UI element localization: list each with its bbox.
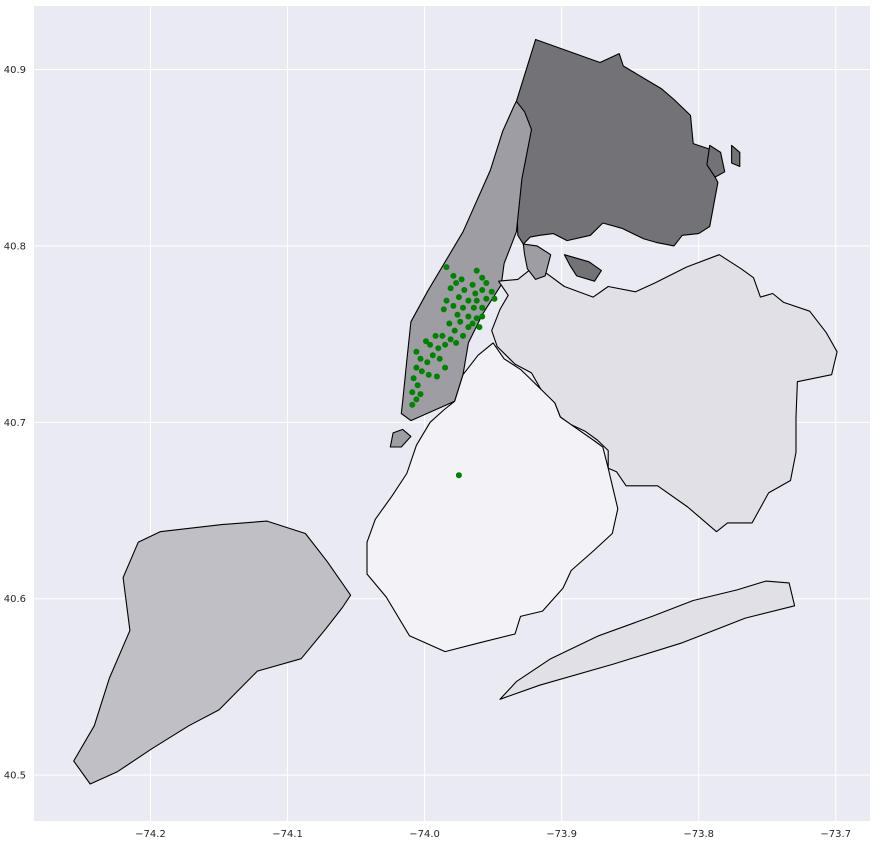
data-point bbox=[479, 274, 486, 281]
y-tick-label: 40.8 bbox=[4, 241, 26, 252]
y-tick-label: 40.5 bbox=[4, 771, 26, 782]
data-point bbox=[443, 264, 450, 271]
data-point bbox=[414, 382, 421, 389]
data-point bbox=[453, 339, 460, 346]
data-point bbox=[473, 315, 480, 322]
data-point bbox=[479, 287, 486, 293]
data-point bbox=[418, 368, 425, 375]
data-point bbox=[488, 288, 495, 295]
data-point bbox=[472, 290, 479, 297]
brooklyn-polygon bbox=[366, 342, 619, 653]
data-point bbox=[476, 324, 483, 331]
bronx-polygon bbox=[515, 38, 720, 247]
data-point bbox=[413, 348, 420, 355]
data-point bbox=[483, 280, 490, 286]
data-point bbox=[443, 297, 450, 304]
data-point bbox=[417, 391, 424, 398]
data-point bbox=[442, 364, 449, 371]
data-point bbox=[435, 345, 442, 352]
data-point bbox=[465, 313, 472, 320]
data-point bbox=[427, 341, 434, 348]
x-tick-label: −73.9 bbox=[546, 829, 577, 840]
data-point bbox=[413, 396, 420, 403]
data-point bbox=[454, 311, 461, 318]
data-point bbox=[455, 472, 462, 479]
data-point bbox=[457, 318, 464, 325]
data-point bbox=[491, 295, 498, 302]
data-point bbox=[469, 281, 476, 288]
data-point bbox=[460, 304, 466, 311]
data-point bbox=[446, 320, 453, 327]
data-point bbox=[453, 280, 460, 286]
data-point bbox=[447, 285, 454, 292]
axis-tick-labels: −74.2 −74.1 −74.0 −73.9 −73.8 −73.7 40.5 40.6 40… bbox=[4, 65, 851, 840]
randalls-island-polygon bbox=[522, 243, 552, 280]
data-point bbox=[473, 297, 480, 304]
data-point bbox=[479, 304, 486, 311]
data-point bbox=[451, 327, 458, 334]
data-point bbox=[425, 371, 432, 378]
governors-island-polygon bbox=[389, 428, 412, 448]
y-tick-label: 40.7 bbox=[4, 418, 26, 429]
y-tick-label: 40.9 bbox=[4, 65, 26, 76]
city-island-polygon bbox=[706, 144, 726, 178]
data-point bbox=[460, 332, 466, 339]
data-point bbox=[458, 276, 465, 283]
staten-island-polygon bbox=[73, 520, 352, 785]
hart-island-polygon bbox=[731, 144, 741, 168]
data-point bbox=[409, 389, 416, 396]
data-point bbox=[413, 364, 420, 371]
data-point bbox=[465, 297, 472, 304]
data-point bbox=[436, 355, 443, 362]
data-point bbox=[473, 267, 480, 274]
data-point bbox=[440, 306, 447, 313]
data-point bbox=[417, 355, 424, 362]
data-point bbox=[483, 295, 490, 302]
y-tick-label: 40.6 bbox=[4, 594, 26, 605]
x-tick-label: −74.0 bbox=[409, 829, 440, 840]
x-tick-label: −73.7 bbox=[820, 829, 851, 840]
data-point bbox=[479, 313, 486, 320]
data-points bbox=[409, 264, 498, 479]
data-point bbox=[461, 287, 468, 293]
rockaway-polygon bbox=[499, 580, 796, 700]
data-point bbox=[465, 324, 472, 331]
data-point bbox=[447, 336, 454, 343]
borough-polygons bbox=[73, 38, 838, 785]
rikers-island-polygon bbox=[563, 254, 602, 282]
data-point bbox=[450, 272, 457, 279]
data-point bbox=[450, 302, 457, 309]
data-point bbox=[432, 332, 439, 339]
data-point bbox=[424, 359, 431, 366]
data-point bbox=[423, 338, 429, 345]
data-point bbox=[433, 373, 440, 380]
manhattan-polygon bbox=[400, 100, 533, 422]
x-tick-label: −74.1 bbox=[272, 829, 303, 840]
x-tick-label: −74.2 bbox=[135, 829, 166, 840]
data-point bbox=[410, 375, 417, 382]
data-point bbox=[455, 294, 462, 301]
data-point bbox=[439, 332, 446, 339]
data-point bbox=[429, 352, 436, 359]
x-tick-label: −73.8 bbox=[683, 829, 714, 840]
data-point bbox=[409, 401, 416, 408]
data-point bbox=[442, 341, 449, 348]
data-point bbox=[469, 320, 476, 327]
data-point bbox=[470, 304, 477, 311]
